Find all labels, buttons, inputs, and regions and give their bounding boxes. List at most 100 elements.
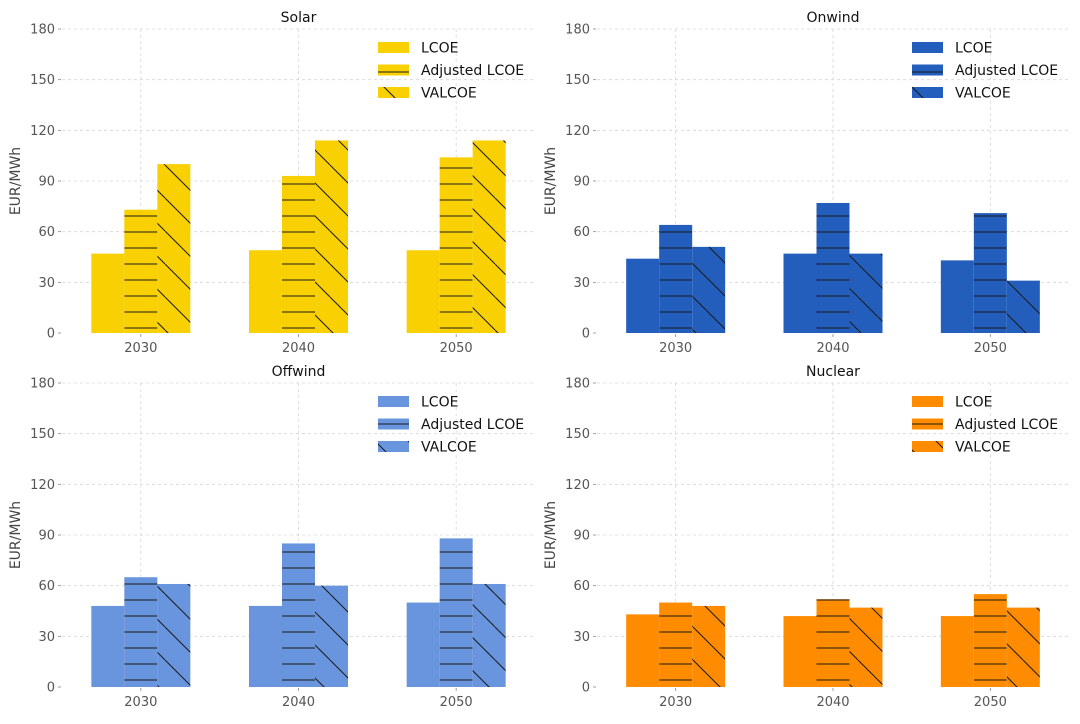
y-tick-label: 90 — [573, 529, 590, 544]
bar-lcoe-2050 — [940, 260, 974, 333]
bar-adjusted-lcoe-2030 — [124, 209, 158, 333]
y-tick-label: 120 — [565, 124, 590, 139]
y-tick-label: 60 — [573, 225, 590, 240]
y-tick-label: 60 — [573, 579, 590, 594]
y-tick-label: 150 — [30, 427, 55, 442]
x-tick-label: 2050 — [440, 341, 473, 356]
bar-lcoe-2050 — [406, 602, 440, 687]
chart-title: Solar — [281, 10, 317, 26]
y-tick-label: 180 — [565, 377, 590, 392]
chart-title: Nuclear — [806, 364, 860, 380]
y-tick-label: 90 — [573, 175, 590, 190]
bar-lcoe-2040 — [783, 253, 817, 333]
legend-label-adjusted-lcoe: Adjusted LCOE — [955, 63, 1058, 79]
bar-valcoe-2050 — [472, 140, 506, 333]
legend-swatch-valcoe — [912, 441, 943, 452]
legend-label-adjusted-lcoe: Adjusted LCOE — [955, 417, 1058, 433]
chart-title: Onwind — [807, 10, 860, 26]
bar-adjusted-lcoe-2050 — [973, 213, 1007, 333]
legend-label-adjusted-lcoe: Adjusted LCOE — [421, 63, 524, 79]
legend-label-lcoe: LCOE — [421, 395, 458, 411]
y-tick-label: 30 — [573, 630, 590, 645]
bar-adjusted-lcoe-2040 — [816, 599, 850, 687]
y-axis-label: EUR/MWh — [8, 501, 24, 569]
x-tick-label: 2030 — [124, 341, 157, 356]
bar-valcoe-2030 — [157, 583, 191, 687]
legend-swatch-valcoe — [378, 441, 409, 452]
bar-adjusted-lcoe-2030 — [659, 602, 693, 687]
bar-valcoe-2050 — [1006, 607, 1040, 687]
legend-swatch-lcoe — [912, 42, 943, 53]
bar-adjusted-lcoe-2050 — [439, 538, 473, 687]
legend-swatch-adjusted-lcoe — [912, 64, 943, 76]
y-axis-label: EUR/MWh — [543, 147, 559, 215]
y-tick-label: 180 — [30, 377, 55, 392]
legend-swatch-valcoe — [912, 87, 943, 98]
y-axis-label: EUR/MWh — [8, 147, 24, 215]
legend-swatch-lcoe — [378, 396, 409, 407]
x-tick-label: 2050 — [974, 341, 1007, 356]
y-tick-label: 30 — [38, 630, 55, 645]
y-tick-label: 90 — [38, 529, 55, 544]
bar-lcoe-2040 — [249, 605, 282, 687]
chart-panel-nuclear: 0 30 60 90 120 150 180 2030 2040 2050 Nuclear EUR/M… — [543, 364, 1069, 710]
legend-label-valcoe: VALCOE — [955, 86, 1011, 102]
y-tick-label: 90 — [38, 175, 55, 190]
x-tick-label: 2030 — [124, 695, 157, 710]
x-tick-label: 2040 — [816, 341, 849, 356]
x-tick-label: 2040 — [282, 341, 315, 356]
y-tick-label: 60 — [38, 579, 55, 594]
y-axis-label: EUR/MWh — [543, 501, 559, 569]
legend-label-valcoe: VALCOE — [421, 440, 477, 456]
x-tick-label: 2050 — [974, 695, 1007, 710]
y-tick-label: 0 — [47, 327, 55, 342]
y-tick-label: 120 — [30, 124, 55, 139]
bar-adjusted-lcoe-2030 — [659, 224, 693, 333]
x-tick-label: 2030 — [659, 341, 692, 356]
legend-label-lcoe: LCOE — [955, 41, 992, 57]
bar-lcoe-2050 — [940, 616, 974, 687]
x-tick-label: 2040 — [816, 695, 849, 710]
bar-valcoe-2030 — [157, 164, 191, 333]
x-tick-label: 2040 — [282, 695, 315, 710]
bar-lcoe-2030 — [626, 614, 660, 687]
y-tick-label: 0 — [582, 681, 590, 696]
bar-valcoe-2040 — [849, 607, 883, 687]
y-tick-label: 0 — [47, 681, 55, 696]
y-tick-label: 0 — [582, 327, 590, 342]
bar-valcoe-2040 — [849, 253, 883, 333]
legend-label-lcoe: LCOE — [421, 41, 458, 57]
chart-title: Offwind — [272, 364, 326, 380]
chart-panel-solar: 0 30 60 90 120 150 180 2030 2040 2050 Solar EUR/MWh… — [8, 10, 535, 356]
bar-lcoe-2040 — [249, 250, 282, 333]
x-tick-label: 2050 — [440, 695, 473, 710]
y-tick-label: 120 — [565, 478, 590, 493]
legend-label-lcoe: LCOE — [955, 395, 992, 411]
y-tick-label: 120 — [30, 478, 55, 493]
bar-lcoe-2050 — [406, 250, 440, 333]
bar-adjusted-lcoe-2030 — [124, 577, 158, 687]
bar-valcoe-2030 — [692, 605, 726, 687]
bar-adjusted-lcoe-2040 — [282, 543, 315, 687]
bar-valcoe-2040 — [315, 585, 348, 687]
chart-panel-offwind: 0 30 60 90 120 150 180 2030 2040 2050 Offwind EUR/M… — [8, 364, 535, 710]
legend-swatch-adjusted-lcoe — [912, 418, 943, 430]
bar-adjusted-lcoe-2050 — [973, 594, 1007, 687]
bar-valcoe-2050 — [472, 583, 506, 687]
chart-panel-onwind: 0 30 60 90 120 150 180 2030 2040 2050 Onwind EUR/MW… — [543, 10, 1069, 356]
y-tick-label: 150 — [30, 73, 55, 88]
bar-adjusted-lcoe-2050 — [439, 157, 473, 333]
y-tick-label: 150 — [565, 427, 590, 442]
legend-label-valcoe: VALCOE — [955, 440, 1011, 456]
y-tick-label: 180 — [30, 23, 55, 38]
y-tick-label: 180 — [565, 23, 590, 38]
bar-adjusted-lcoe-2040 — [816, 202, 850, 333]
legend-label-valcoe: VALCOE — [421, 86, 477, 102]
bar-adjusted-lcoe-2040 — [282, 175, 315, 333]
y-tick-label: 60 — [38, 225, 55, 240]
x-tick-label: 2030 — [659, 695, 692, 710]
y-tick-label: 150 — [565, 73, 590, 88]
bar-lcoe-2040 — [783, 616, 817, 687]
